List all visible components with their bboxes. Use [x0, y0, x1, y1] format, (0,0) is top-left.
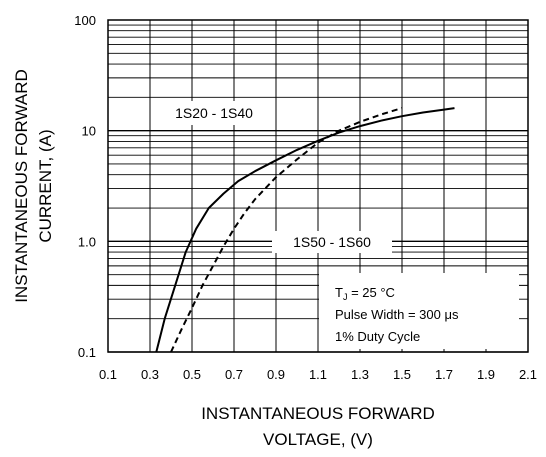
- x-tick-label: 0.9: [267, 367, 285, 382]
- tj-symbol: T: [335, 285, 343, 300]
- series-line-1s20-1s40: [155, 107, 455, 353]
- x-tick-label: 0.3: [141, 367, 159, 382]
- y-tick-label: 1.0: [78, 234, 96, 249]
- x-tick-label: 1.3: [351, 367, 369, 382]
- x-axis-title-line-1: INSTANTANEOUS FORWARD: [201, 404, 435, 423]
- y-axis-title-line-2: CURRENT, (A): [36, 129, 55, 242]
- y-tick-label: 10: [82, 124, 96, 139]
- tj-subscript: J: [343, 292, 348, 302]
- series-label-1s50-1s60: 1S50 - 1S60: [293, 234, 371, 250]
- y-tick-label: 100: [74, 13, 96, 28]
- x-tick-label: 2.1: [519, 367, 537, 382]
- y-axis-ticks: 0.1 1.0 10 100: [74, 13, 96, 360]
- x-tick-label: 0.1: [99, 367, 117, 382]
- series-line-1s50-1s60: [170, 107, 403, 353]
- x-tick-label: 0.7: [225, 367, 243, 382]
- plot-frame: [107, 19, 529, 353]
- x-tick-label: 1.5: [393, 367, 411, 382]
- duty-cycle-annotation: 1% Duty Cycle: [335, 329, 420, 344]
- x-axis-title-line-2: VOLTAGE, (V): [263, 430, 373, 449]
- series-label-1s20-1s40-bg: [156, 101, 272, 125]
- y-axis-title-line-1: INSTANTANEOUS FORWARD: [12, 69, 31, 303]
- x-tick-label: 1.7: [435, 367, 453, 382]
- series-label-1s50-1s60-bg: [272, 231, 392, 253]
- x-tick-label: 1.9: [477, 367, 495, 382]
- x-tick-label: 0.5: [183, 367, 201, 382]
- y-tick-label: 0.1: [78, 345, 96, 360]
- series-label-1s20-1s40: 1S20 - 1S40: [175, 105, 253, 121]
- series-lines: [155, 107, 455, 353]
- x-tick-label: 1.1: [309, 367, 327, 382]
- junction-temp-annotation: TJ = 25 °C: [335, 285, 395, 302]
- tj-value: = 25 °C: [347, 285, 394, 300]
- conditions-box: [319, 273, 519, 349]
- pulse-width-annotation: Pulse Width = 300 μs: [335, 307, 459, 322]
- x-axis-ticks: 0.1 0.3 0.5 0.7 0.9 1.1 1.3 1.5 1.7 1.9 2.1: [99, 367, 537, 382]
